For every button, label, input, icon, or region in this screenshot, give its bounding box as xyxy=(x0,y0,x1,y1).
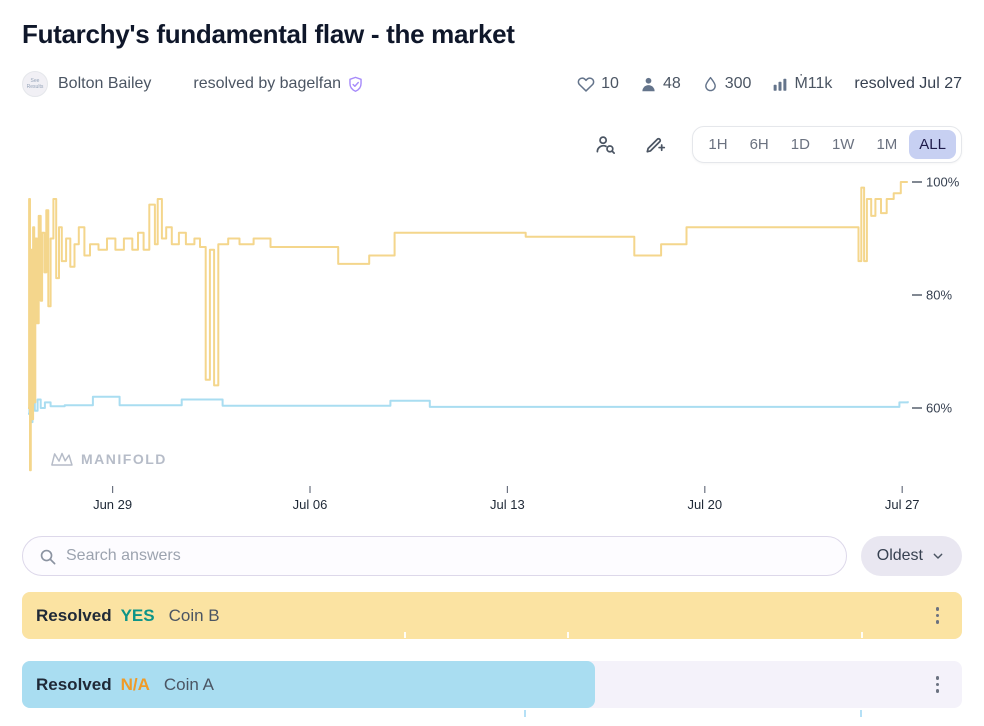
answers-controls: Oldest xyxy=(22,536,962,576)
pencil-plus-icon xyxy=(643,133,666,156)
range-button-all[interactable]: ALL xyxy=(909,129,956,159)
svg-text:Jul 20: Jul 20 xyxy=(687,497,722,512)
answer-bar xyxy=(22,661,596,708)
time-range-group: 1H 6H 1D 1W 1M ALL xyxy=(692,125,962,163)
traders-count: 48 xyxy=(662,75,681,92)
positions-button[interactable] xyxy=(594,133,617,156)
answer-menu-button[interactable] xyxy=(927,601,949,629)
bar-chart-icon xyxy=(771,75,789,93)
person-search-icon xyxy=(594,133,617,156)
answer-status: Resolved xyxy=(36,605,112,625)
answer-label: Coin A xyxy=(163,674,214,694)
resolved-by[interactable]: resolved by bagelfan xyxy=(193,75,365,94)
page-title: Futarchy's fundamental flaw - the market xyxy=(22,19,515,49)
answer-menu-button[interactable] xyxy=(927,670,949,698)
answer-resolution: N/A xyxy=(120,674,150,694)
answer-row-coin-a: Resolved N/A Coin A xyxy=(22,661,962,717)
svg-text:80%: 80% xyxy=(926,288,952,303)
sort-label: Oldest xyxy=(876,547,923,564)
creator-name[interactable]: Bolton Bailey xyxy=(58,75,152,92)
shield-check-icon xyxy=(346,75,365,94)
svg-text:Jul 27: Jul 27 xyxy=(885,497,920,512)
answer-bar xyxy=(22,592,962,639)
answer-content: Resolved YES Coin B xyxy=(22,592,962,639)
search-answers-input[interactable] xyxy=(66,547,831,565)
market-stats: 10 48 300 Ṁ11k xyxy=(576,74,832,94)
resolved-date: resolved Jul 27 xyxy=(854,75,962,92)
creator-avatar[interactable]: See Results xyxy=(22,71,48,97)
svg-text:100%: 100% xyxy=(926,175,960,190)
svg-text:60%: 60% xyxy=(926,401,952,416)
probability-chart[interactable]: 100% 80% 60% Jun 29 Jul 06 Jul 13 Jul 20 Jul 27… xyxy=(22,168,962,520)
volume-amount: Ṁ11k xyxy=(794,75,833,92)
sort-dropdown[interactable]: Oldest xyxy=(860,536,962,576)
trade-marker xyxy=(403,632,406,638)
liquidity-count: 300 xyxy=(724,75,752,92)
person-icon xyxy=(639,75,658,94)
volume-stat: Ṁ11k xyxy=(771,75,832,93)
probability-chart-svg[interactable]: 100% 80% 60% Jun 29 Jul 06 Jul 13 Jul 20 Jul 27 xyxy=(22,168,962,516)
watermark-text: MANIFOLD xyxy=(81,451,167,467)
annotate-button[interactable] xyxy=(643,133,666,156)
range-button-1m[interactable]: 1M xyxy=(866,130,907,159)
chart-toolbar: 1H 6H 1D 1W 1M ALL xyxy=(22,124,962,164)
heart-icon xyxy=(576,74,596,94)
svg-text:Jul 06: Jul 06 xyxy=(293,497,328,512)
like-count: 10 xyxy=(601,75,619,92)
like-button[interactable]: 10 xyxy=(576,74,619,94)
market-meta: See Results Bolton Bailey resolved by ba… xyxy=(22,70,962,98)
trade-marker xyxy=(860,710,863,717)
range-button-1d[interactable]: 1D xyxy=(781,130,820,159)
svg-text:Jul 13: Jul 13 xyxy=(490,497,525,512)
droplet-icon xyxy=(701,75,720,94)
svg-text:Jun 29: Jun 29 xyxy=(93,497,132,512)
search-icon xyxy=(38,547,57,566)
answer-label: Coin B xyxy=(168,605,220,625)
range-button-1h[interactable]: 1H xyxy=(698,130,737,159)
search-answers-box[interactable] xyxy=(22,536,847,576)
manifold-watermark: MANIFOLD xyxy=(50,450,167,468)
answer-row-coin-b: Resolved YES Coin B xyxy=(22,592,962,639)
answer-resolution: YES xyxy=(120,605,155,625)
liquidity-stat: 300 xyxy=(701,75,752,94)
range-button-6h[interactable]: 6H xyxy=(740,130,779,159)
range-button-1w[interactable]: 1W xyxy=(822,130,865,159)
trade-marker xyxy=(567,632,570,638)
answer-status: Resolved xyxy=(36,674,112,694)
market-page: Futarchy's fundamental flaw - the market… xyxy=(22,19,962,717)
chevron-down-icon xyxy=(930,548,946,564)
trade-marker xyxy=(861,632,864,638)
manifold-logo-icon xyxy=(50,450,74,468)
resolved-by-text: resolved by bagelfan xyxy=(193,75,342,92)
avatar-text: See Results xyxy=(26,78,44,90)
answer-content: Resolved N/A Coin A xyxy=(22,661,962,708)
trade-marker xyxy=(523,710,526,717)
traders-stat: 48 xyxy=(639,75,681,94)
